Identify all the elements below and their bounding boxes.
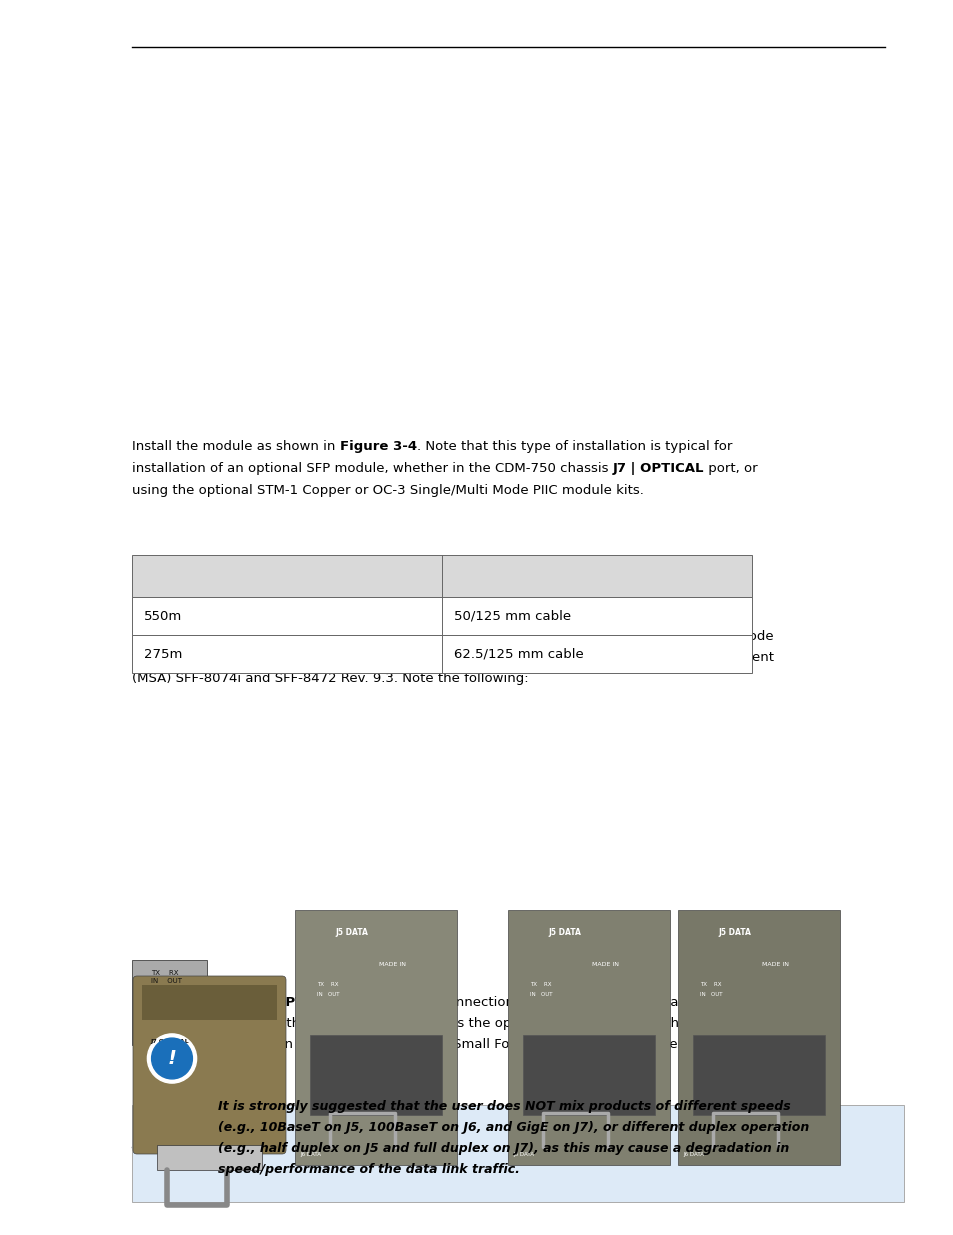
Bar [507, 910, 669, 1165]
Text: The: The [218, 995, 247, 1009]
Text: J6 DATA: J6 DATA [299, 1152, 320, 1157]
Text: TX    RX: TX RX [530, 982, 551, 987]
Text: MADE IN: MADE IN [760, 962, 788, 967]
Text: J6 DATA: J6 DATA [513, 1152, 534, 1157]
Circle shape [152, 1039, 193, 1079]
Text: J7 | OPTICAL: J7 | OPTICAL [247, 995, 338, 1009]
Text: TX    RX: TX RX [316, 982, 338, 987]
Bar [294, 910, 456, 1165]
Text: speed/performance of the data link traffic.: speed/performance of the data link traff… [218, 1163, 519, 1176]
Text: module, an industry-standard SFP (Small Form Factor Pluggable) interface.: module, an industry-standard SFP (Small … [218, 1037, 715, 1051]
Text: IN   OUT: IN OUT [700, 992, 721, 997]
Text: It is strongly suggested that the user does NOT mix products of different speeds: It is strongly suggested that the user d… [218, 1100, 790, 1113]
Bar [132, 635, 751, 673]
Circle shape [148, 1034, 196, 1083]
Text: !: ! [168, 1049, 176, 1068]
Bar [132, 1105, 903, 1202]
Text: The optional Optical Gigabit Ethernet Interface (CEFD P/N IC-0000058) is an 850m: The optional Optical Gigabit Ethernet In… [132, 630, 773, 643]
Text: MADE IN: MADE IN [378, 962, 405, 967]
Text: 550m: 550m [144, 610, 182, 622]
Bar [132, 597, 751, 635]
Text: using the optional STM-1 Copper or OC-3 Single/Multi Mode PIIC module kits.: using the optional STM-1 Copper or OC-3 … [132, 484, 643, 496]
Text: 62.5/125 mm cable: 62.5/125 mm cable [454, 647, 583, 661]
Bar [132, 910, 903, 1165]
Text: IN   OUT: IN OUT [530, 992, 552, 997]
Text: installation of an optional SFP module, whether in the CDM-750 chassis: installation of an optional SFP module, … [132, 462, 612, 475]
Circle shape [142, 1029, 202, 1088]
Text: J6 DATA: J6 DATA [682, 1152, 703, 1157]
Bar [132, 960, 207, 1045]
Bar [678, 910, 840, 1165]
Text: (MSA) SFF-8074i and SFF-8472 Rev. 9.3. Note the following:: (MSA) SFF-8074i and SFF-8472 Rev. 9.3. N… [132, 672, 528, 685]
Text: interface; the CDM-750 then accepts the optional Optical Gigabit Ethernet Interf: interface; the CDM-750 then accepts the … [218, 1016, 778, 1030]
Bar [157, 1145, 262, 1170]
Text: TX    RX: TX RX [700, 982, 720, 987]
Text: J5 DATA: J5 DATA [718, 927, 750, 937]
Bar [522, 1035, 655, 1115]
Text: J5 DATA: J5 DATA [335, 927, 368, 937]
Bar [137, 988, 202, 1035]
Bar [132, 555, 751, 597]
Text: Gigabit Traffic connection is available by FAST-enabling this: Gigabit Traffic connection is available … [338, 995, 739, 1009]
FancyBboxPatch shape [132, 976, 286, 1153]
Text: (e.g., half duplex on J5 and full duplex on J7), as this may cause a degradation: (e.g., half duplex on J5 and full duplex… [218, 1142, 788, 1155]
Text: J7 OPTICAL: J7 OPTICAL [150, 1039, 189, 1044]
Text: port, or: port, or [703, 462, 757, 475]
Text: . Note that this type of installation is typical for: . Note that this type of installation is… [416, 440, 731, 453]
Text: TX    RX: TX RX [151, 969, 178, 976]
Text: Install the module as shown in: Install the module as shown in [132, 440, 339, 453]
Text: transceiver module with LC-Duplex fiber optic connectors. It meets SFP Multi-Sou: transceiver module with LC-Duplex fiber … [132, 651, 773, 664]
Text: IN   OUT: IN OUT [316, 992, 339, 997]
Bar [310, 1035, 441, 1115]
Text: IN    OUT: IN OUT [151, 978, 182, 984]
Text: MADE IN: MADE IN [591, 962, 618, 967]
Bar [692, 1035, 824, 1115]
Text: Figure 3-4: Figure 3-4 [339, 440, 416, 453]
Text: (e.g., 10BaseT on J5, 100BaseT on J6, and GigE on J7), or different duplex opera: (e.g., 10BaseT on J5, 100BaseT on J6, an… [218, 1121, 808, 1134]
Text: J7 | OPTICAL: J7 | OPTICAL [612, 462, 703, 475]
Bar [142, 986, 276, 1020]
Text: 50/125 mm cable: 50/125 mm cable [454, 610, 571, 622]
Text: J5 DATA: J5 DATA [548, 927, 580, 937]
Text: 275m: 275m [144, 647, 182, 661]
